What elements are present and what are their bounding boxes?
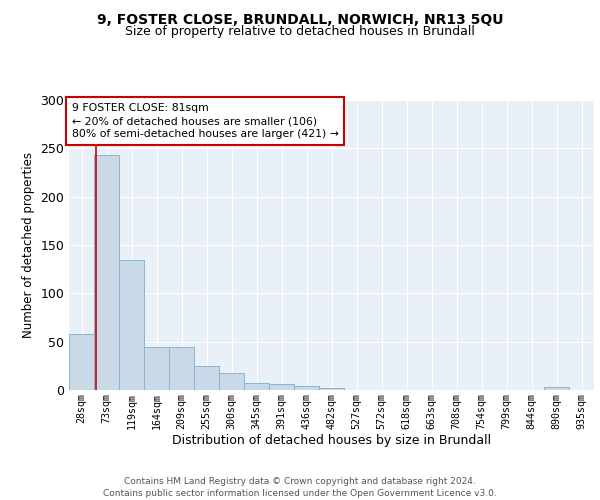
Bar [119, 260, 144, 390]
Text: 9 FOSTER CLOSE: 81sqm
← 20% of detached houses are smaller (106)
80% of semi-det: 9 FOSTER CLOSE: 81sqm ← 20% of detached … [71, 103, 338, 140]
Bar [219, 372, 244, 390]
Text: 9, FOSTER CLOSE, BRUNDALL, NORWICH, NR13 5QU: 9, FOSTER CLOSE, BRUNDALL, NORWICH, NR13… [97, 12, 503, 26]
Text: Contains HM Land Registry data © Crown copyright and database right 2024.
Contai: Contains HM Land Registry data © Crown c… [103, 476, 497, 498]
Bar [319, 388, 344, 390]
Bar [194, 366, 219, 390]
Text: Size of property relative to detached houses in Brundall: Size of property relative to detached ho… [125, 25, 475, 38]
Bar [244, 383, 269, 390]
X-axis label: Distribution of detached houses by size in Brundall: Distribution of detached houses by size … [172, 434, 491, 448]
Bar [69, 334, 94, 390]
Bar [269, 384, 294, 390]
Bar [294, 386, 319, 390]
Y-axis label: Number of detached properties: Number of detached properties [22, 152, 35, 338]
Bar [544, 387, 569, 390]
Bar [144, 346, 169, 390]
Bar [169, 346, 194, 390]
Bar [94, 155, 119, 390]
